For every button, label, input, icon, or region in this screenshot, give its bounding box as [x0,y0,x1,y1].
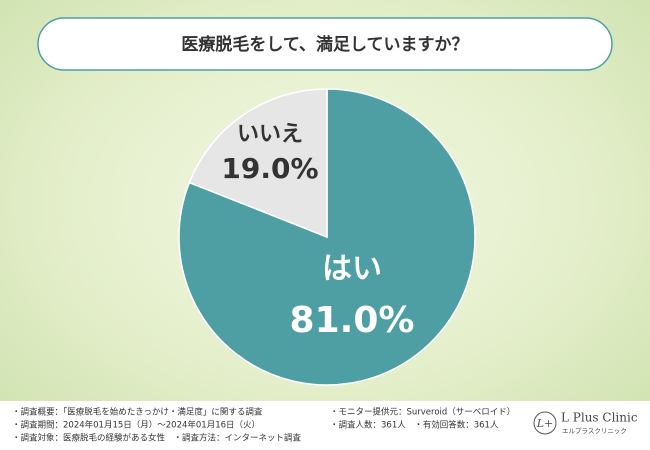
slice-category-label: はい [322,252,382,287]
survey-note: ・調査人数：361人 ・有効回答数：361人 [330,420,499,431]
logo-icon [533,411,557,435]
slice-value-label: 81.0% [290,300,415,341]
logo: L+ L Plus Clinic エルプラスクリニック [533,411,638,435]
survey-note: ・モニター提供元：Surveroid（サーベロイド） [330,407,515,418]
survey-note: ・調査期間：2024年01月15日（月）～2024年01月16日（火） [12,420,260,431]
logo-name: L Plus Clinic [561,411,638,425]
survey-note: ・調査対象：医療脱毛の経験がある女性 ・調査方法：インターネット調査 [12,433,302,444]
logo-mark: L+ [536,417,554,430]
slice-value-label: 19.0% [221,152,318,185]
title-box [37,17,613,71]
survey-note: ・調査概要：「医療脱毛を始めたきっかけ・満足度」に関する調査 [12,407,263,418]
slice-category-label: いいえ [237,122,303,147]
pie-slice [188,88,328,239]
logo-sub: エルプラスクリニック [562,427,627,435]
chart-title: 医療脱毛をして、満足していますか？ [181,34,468,55]
footer [0,401,650,450]
